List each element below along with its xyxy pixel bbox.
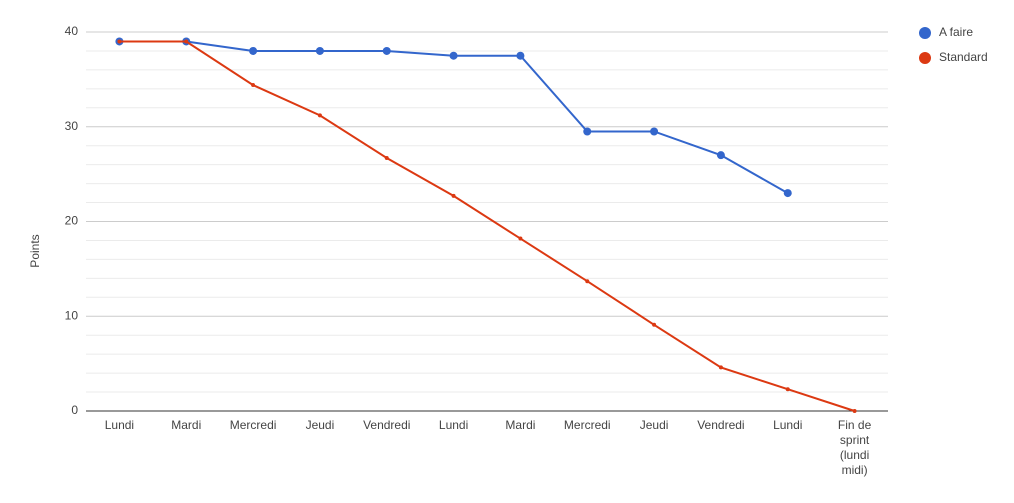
x-tick-label: Vendredi <box>697 418 744 432</box>
legend-marker <box>919 27 931 39</box>
x-tick-label: Vendredi <box>363 418 410 432</box>
data-point <box>451 193 456 198</box>
data-point <box>783 189 792 198</box>
x-tick-label: Jeudi <box>306 418 335 432</box>
data-point <box>117 39 122 44</box>
x-tick-label: Mardi <box>171 418 201 432</box>
x-tick-label: Mardi <box>505 418 535 432</box>
data-point <box>852 409 857 413</box>
x-tick-label: Lundi <box>773 418 802 432</box>
data-point <box>382 46 391 55</box>
x-tick-label: Jeudi <box>640 418 669 432</box>
legend-label: Standard <box>939 50 988 64</box>
legend-label: A faire <box>939 25 973 39</box>
data-point <box>184 39 189 44</box>
data-point <box>449 51 458 60</box>
x-tick-label: Mercredi <box>230 418 277 432</box>
x-tick-label: Lundi <box>105 418 134 432</box>
data-point <box>716 151 725 160</box>
y-axis-label: Points <box>28 234 42 267</box>
data-point <box>583 127 592 136</box>
data-point <box>585 279 590 284</box>
x-tick-label: Lundi <box>439 418 468 432</box>
series-line <box>119 40 855 412</box>
y-tick-label: 20 <box>65 214 79 228</box>
data-point <box>718 365 723 370</box>
data-point <box>251 83 256 88</box>
data-point <box>516 51 525 60</box>
data-point <box>317 113 322 118</box>
data-point <box>384 156 389 161</box>
data-point <box>652 322 657 327</box>
legend-marker <box>919 52 931 64</box>
data-point <box>315 46 324 55</box>
data-point <box>518 236 523 241</box>
data-point <box>785 387 790 392</box>
x-tick-label: Mercredi <box>564 418 611 432</box>
y-tick-label: 30 <box>65 119 79 133</box>
y-tick-label: 40 <box>65 24 79 38</box>
data-point <box>249 46 258 55</box>
y-tick-label: 0 <box>71 403 78 417</box>
x-tick-label: Fin de sprint (lundi midi) <box>838 418 872 477</box>
data-point <box>650 127 659 136</box>
y-tick-label: 10 <box>65 308 79 322</box>
